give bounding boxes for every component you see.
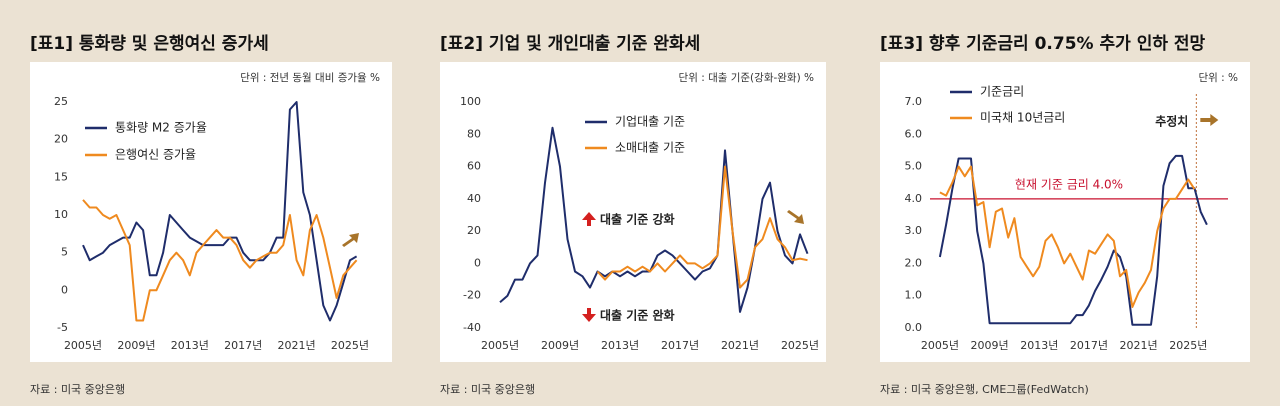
- y-tick-label: -40: [463, 321, 481, 334]
- y-tick-label: 10: [54, 208, 68, 221]
- series-line: [82, 199, 358, 322]
- annotation-label: 대출 기준 강화: [600, 212, 675, 227]
- x-tick-label: 2013년: [171, 339, 209, 352]
- forecast-label: 추정치: [1155, 114, 1188, 129]
- chart-panel: [880, 62, 1250, 362]
- chart-title: [표1] 통화량 및 은행여신 증가세: [30, 34, 269, 54]
- x-tick-label: 2021년: [278, 339, 316, 352]
- unit-note: 단위 : 대출 기준(강화-완화) %: [679, 71, 814, 84]
- chart-panel: [440, 62, 826, 362]
- x-tick-label: 2009년: [971, 339, 1009, 352]
- y-tick-label: 25: [54, 95, 68, 108]
- y-tick-label: 0: [61, 283, 68, 296]
- x-tick-label: 2005년: [64, 339, 102, 352]
- unit-note: 단위 : %: [1198, 71, 1238, 84]
- y-tick-label: 100: [460, 95, 481, 108]
- x-tick-label: 2009년: [117, 339, 155, 352]
- y-tick-label: -20: [463, 289, 481, 302]
- y-tick-label: 7.0: [905, 95, 923, 108]
- y-tick-label: 5: [61, 246, 68, 259]
- series-line: [596, 165, 808, 289]
- y-tick-label: 20: [467, 224, 481, 237]
- y-tick-label: 1.0: [905, 289, 923, 302]
- chart-title: [표2] 기업 및 개인대출 기준 완화세: [440, 34, 700, 54]
- y-tick-label: 60: [467, 160, 481, 173]
- trend-arrow: [342, 233, 359, 247]
- y-tick-label: 15: [54, 170, 68, 183]
- x-tick-label: 2025년: [331, 339, 369, 352]
- legend-label: 소매대출 기준: [615, 141, 685, 155]
- x-tick-label: 2025년: [781, 339, 819, 352]
- series-line: [499, 126, 809, 313]
- trend-arrow: [787, 210, 804, 224]
- chart-title: [표3] 향후 기준금리 0.75% 추가 인하 전망: [880, 33, 1206, 54]
- source-note: 자료 : 미국 중앙은행: [440, 383, 535, 396]
- source-note: 자료 : 미국 중앙은행, CME그룹(FedWatch): [880, 383, 1089, 396]
- y-tick-label: 0: [474, 256, 481, 269]
- x-tick-label: 2021년: [1120, 339, 1158, 352]
- x-tick-label: 2017년: [661, 339, 699, 352]
- y-tick-label: -5: [57, 321, 68, 334]
- y-tick-label: 5.0: [905, 160, 923, 173]
- annotation-arrow: [582, 212, 596, 226]
- x-tick-label: 2021년: [721, 339, 759, 352]
- legend-label: 기업대출 기준: [615, 115, 685, 129]
- legend-label: 기준금리: [980, 85, 1024, 99]
- legend-label: 통화량 M2 증가율: [115, 121, 207, 135]
- y-tick-label: 20: [54, 133, 68, 146]
- x-tick-label: 2005년: [921, 339, 959, 352]
- x-tick-label: 2013년: [601, 339, 639, 352]
- x-tick-label: 2017년: [224, 339, 262, 352]
- x-tick-label: 2009년: [541, 339, 579, 352]
- source-note: 자료 : 미국 중앙은행: [30, 383, 125, 396]
- reference-label: 현재 기준 금리 4.0%: [1015, 177, 1123, 191]
- annotation-label: 대출 기준 완화: [600, 308, 675, 323]
- x-tick-label: 2005년: [481, 339, 519, 352]
- x-tick-label: 2025년: [1169, 339, 1207, 352]
- annotation-arrow: [582, 308, 596, 322]
- legend-label: 은행여신 증가율: [115, 147, 196, 162]
- y-tick-label: 3.0: [905, 224, 923, 237]
- y-tick-label: 40: [467, 192, 481, 205]
- unit-note: 단위 : 전년 동월 대비 증가율 %: [240, 71, 380, 84]
- y-tick-label: 2.0: [905, 256, 923, 269]
- chart-panel: [30, 62, 392, 362]
- x-tick-label: 2013년: [1020, 339, 1058, 352]
- series-line: [938, 154, 1208, 326]
- y-tick-label: 80: [467, 127, 481, 140]
- y-tick-label: 6.0: [905, 127, 923, 140]
- forecast-arrow: [1200, 114, 1219, 126]
- series-line: [939, 165, 1196, 308]
- series-line: [82, 101, 358, 322]
- y-tick-label: 4.0: [905, 192, 923, 205]
- legend-label: 미국채 10년금리: [980, 111, 1065, 125]
- y-tick-label: 0.0: [905, 321, 923, 334]
- x-tick-label: 2017년: [1070, 339, 1108, 352]
